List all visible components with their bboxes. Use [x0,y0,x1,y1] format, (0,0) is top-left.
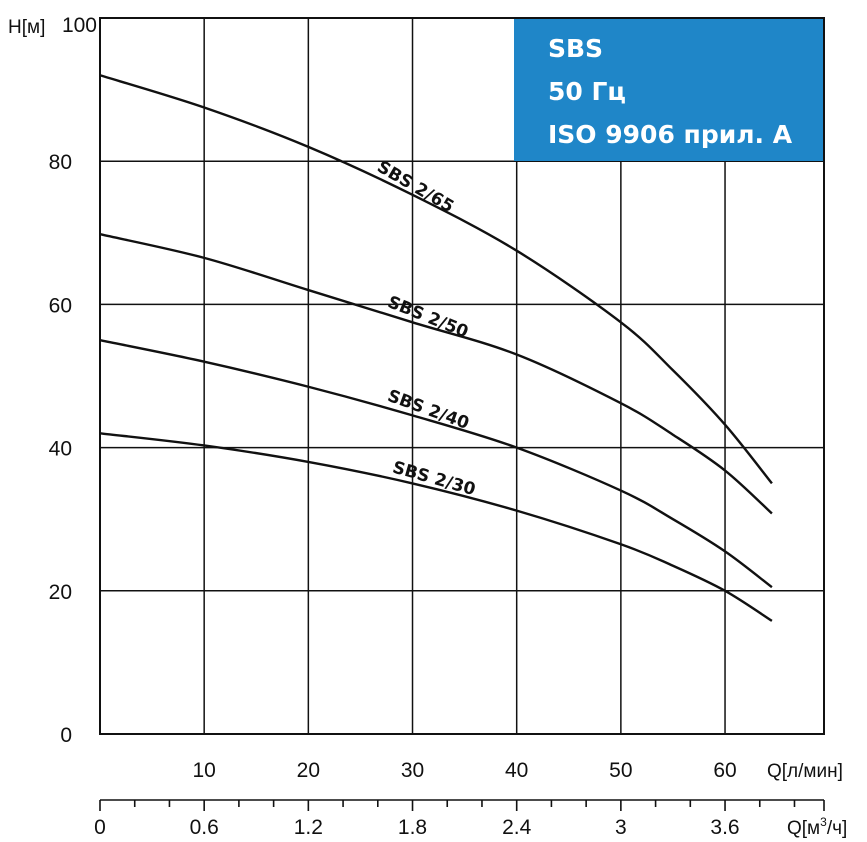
x-lpm-tick-label: 20 [297,759,320,782]
x-m3h-tick-label: 1.2 [294,816,323,839]
x-axis-m3h-label-sup: 3 [820,815,827,829]
legend-box [514,18,824,161]
legend-line-frequency: 50 Гц [548,77,626,106]
x-axis-m3h-label-main: Q[м [787,818,820,839]
y-tick-label: 20 [49,581,72,604]
curve-sbs-2-50 [99,233,773,515]
y-tick-label: 100 [62,14,97,37]
x-lpm-tick-label: 60 [713,759,736,782]
x-lpm-tick-label: 10 [192,759,215,782]
curve-label-sbs-2-65: SBS 2/65 [374,157,458,217]
x-m3h-tick-label: 0.6 [190,816,219,839]
y-tick-label: 0 [60,724,72,747]
x-axis-m3h: 0 0.6 1.2 1.8 2.4 3 3.6 [94,799,825,839]
x-m3h-tick-label: 1.8 [398,816,427,839]
x-m3h-tick-label: 2.4 [502,816,532,839]
legend-line-standard: ISO 9906 прил. A [548,120,793,149]
legend-line-series: SBS [548,34,603,63]
curve-sbs-2-65 [99,74,773,485]
curve-label-sbs-2-30: SBS 2/30 [390,458,477,500]
x-axis-m3h-label-end: /ч] [827,818,847,839]
x-lpm-tick-label: 50 [609,759,632,782]
y-axis: 0 20 40 60 80 100 [49,14,97,747]
plot-frame [99,17,825,735]
x-m3h-tick-label: 3 [615,816,627,839]
x-axis-m3h-label: Q[м3/ч] [787,815,847,839]
y-tick-label: 80 [49,151,72,174]
x-lpm-tick-label: 30 [401,759,424,782]
curves [99,74,773,622]
x-axis-lpm-label: Q[л/мин] [767,761,843,782]
y-tick-label: 60 [49,294,72,317]
x-m3h-tick-label: 0 [94,816,106,839]
curve-sbs-2-40 [99,339,773,589]
curve-sbs-2-30 [99,432,773,622]
x-axis-lpm: 10 20 30 40 50 60 [192,759,736,782]
x-m3h-tick-label: 3.6 [710,816,739,839]
y-axis-label: H[м] [8,17,45,38]
y-tick-label: 40 [49,438,72,461]
x-lpm-tick-label: 40 [505,759,528,782]
